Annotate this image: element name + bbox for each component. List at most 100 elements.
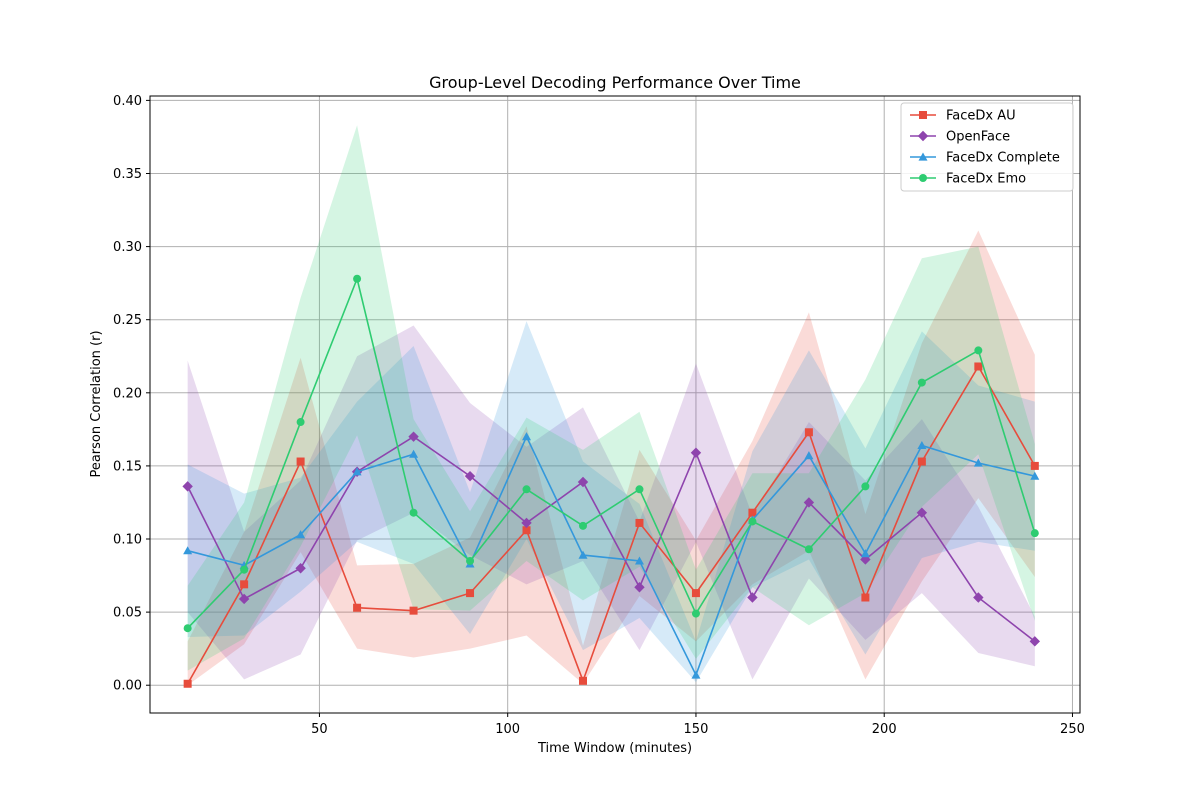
data-point-circle: [804, 545, 813, 554]
data-point-circle: [635, 485, 644, 494]
confidence-band: [187, 230, 1035, 686]
axis-ticks: 50 100 150 200 250 0.00 0.05 0.10 0.15 0.20 0.25 0.…: [113, 94, 1085, 737]
series-line: [186, 364, 1036, 685]
plot-frame: [149, 95, 1081, 714]
data-point-square: [917, 457, 926, 466]
data-point-square: [748, 508, 757, 517]
data-point-circle: [240, 565, 249, 574]
data-point-triangle: [918, 152, 928, 161]
data-point-triangle: [409, 449, 419, 458]
data-point-square: [861, 593, 870, 602]
x-tick-label: 50: [311, 722, 328, 737]
data-point-square: [183, 679, 192, 688]
chart-title: Group-Level Decoding Performance Over Ti…: [429, 73, 801, 92]
data-point-square: [1030, 461, 1039, 470]
legend-item: FaceDx Emo: [910, 172, 1026, 187]
data-point-square: [578, 676, 587, 685]
data-point-triangle: [578, 550, 588, 559]
y-tick-label: 0.20: [113, 386, 142, 401]
data-point-diamond: [803, 497, 815, 508]
series-facedx-complete: [183, 432, 1040, 679]
data-point-circle: [522, 485, 531, 494]
data-point-triangle: [183, 546, 193, 555]
data-point-triangle: [860, 549, 870, 558]
data-point-square: [522, 526, 531, 535]
legend-label: OpenFace: [946, 130, 1010, 145]
data-point-diamond: [747, 592, 758, 603]
data-point-square: [353, 603, 362, 612]
x-tick-label: 100: [495, 722, 520, 737]
data-point-diamond: [182, 481, 193, 492]
x-axis-label: Time Window (minutes): [537, 741, 692, 756]
data-point-diamond: [577, 476, 589, 488]
series-facedx-au: [183, 362, 1039, 688]
y-tick-label: 0.05: [113, 606, 142, 621]
data-point-square: [691, 589, 700, 598]
data-point-circle: [466, 556, 475, 565]
data-point-triangle: [1030, 471, 1040, 480]
data-point-square: [240, 580, 249, 589]
series-line: [186, 435, 1036, 642]
data-point-diamond: [295, 563, 306, 574]
data-point-triangle: [634, 556, 644, 565]
confidence-band: [187, 325, 1035, 680]
data-point-triangle: [691, 670, 701, 679]
data-point-square: [919, 111, 927, 119]
data-point-circle: [861, 482, 870, 491]
data-point-square: [296, 457, 305, 466]
data-point-diamond: [464, 470, 476, 482]
x-tick-label: 200: [872, 722, 897, 737]
data-point-circle: [974, 346, 983, 355]
data-point-circle: [1030, 529, 1039, 538]
data-point-diamond: [916, 507, 928, 518]
series-line: [187, 276, 1036, 629]
data-point-circle: [917, 378, 926, 387]
data-point-square: [974, 362, 983, 371]
data-point-triangle: [522, 432, 532, 441]
legend-label: FaceDx Complete: [946, 151, 1060, 166]
data-point-circle: [578, 521, 587, 530]
legend-box: [900, 102, 1074, 192]
data-point-square: [466, 589, 475, 598]
x-tick-label: 250: [1060, 722, 1085, 737]
grid: [150, 96, 1080, 713]
data-point-circle: [353, 274, 362, 283]
y-axis-label: Pearson Correlation (r): [89, 330, 104, 477]
legend-item: FaceDx AU: [910, 109, 1016, 124]
data-point-circle: [409, 508, 418, 517]
y-tick-label: 0.25: [113, 313, 142, 328]
data-point-square: [409, 606, 418, 615]
legend: FaceDx AU OpenFace FaceDx Complete FaceDx E…: [900, 102, 1074, 192]
data-point-circle: [919, 174, 927, 182]
data-point-diamond: [690, 447, 702, 458]
data-point-circle: [691, 609, 700, 618]
legend-label: FaceDx Emo: [946, 172, 1026, 187]
data-point-diamond: [973, 592, 984, 603]
data-point-triangle: [296, 530, 306, 539]
series-line: [187, 434, 1035, 678]
data-point-square: [635, 518, 644, 527]
data-point-diamond: [408, 431, 419, 442]
data-point-diamond: [238, 593, 250, 605]
legend-label: FaceDx AU: [946, 109, 1016, 124]
data-point-circle: [748, 517, 757, 526]
series-facedx-emo: [183, 274, 1039, 633]
y-tick-label: 0.40: [113, 94, 142, 109]
data-point-triangle: [804, 451, 814, 460]
data-point-circle: [296, 418, 305, 427]
series-lines: [182, 274, 1041, 688]
y-tick-label: 0.30: [113, 240, 142, 255]
data-point-triangle: [973, 458, 983, 467]
data-point-diamond: [1029, 636, 1041, 647]
data-point-triangle: [917, 440, 927, 450]
data-point-square: [804, 428, 813, 437]
data-point-triangle: [352, 467, 362, 476]
confidence-band: [187, 321, 1035, 683]
data-point-circle: [183, 624, 192, 633]
x-tick-label: 150: [684, 722, 709, 737]
y-tick-label: 0.35: [113, 167, 142, 182]
data-point-diamond: [917, 130, 929, 142]
legend-item: OpenFace: [910, 130, 1010, 145]
data-point-diamond: [521, 517, 532, 529]
